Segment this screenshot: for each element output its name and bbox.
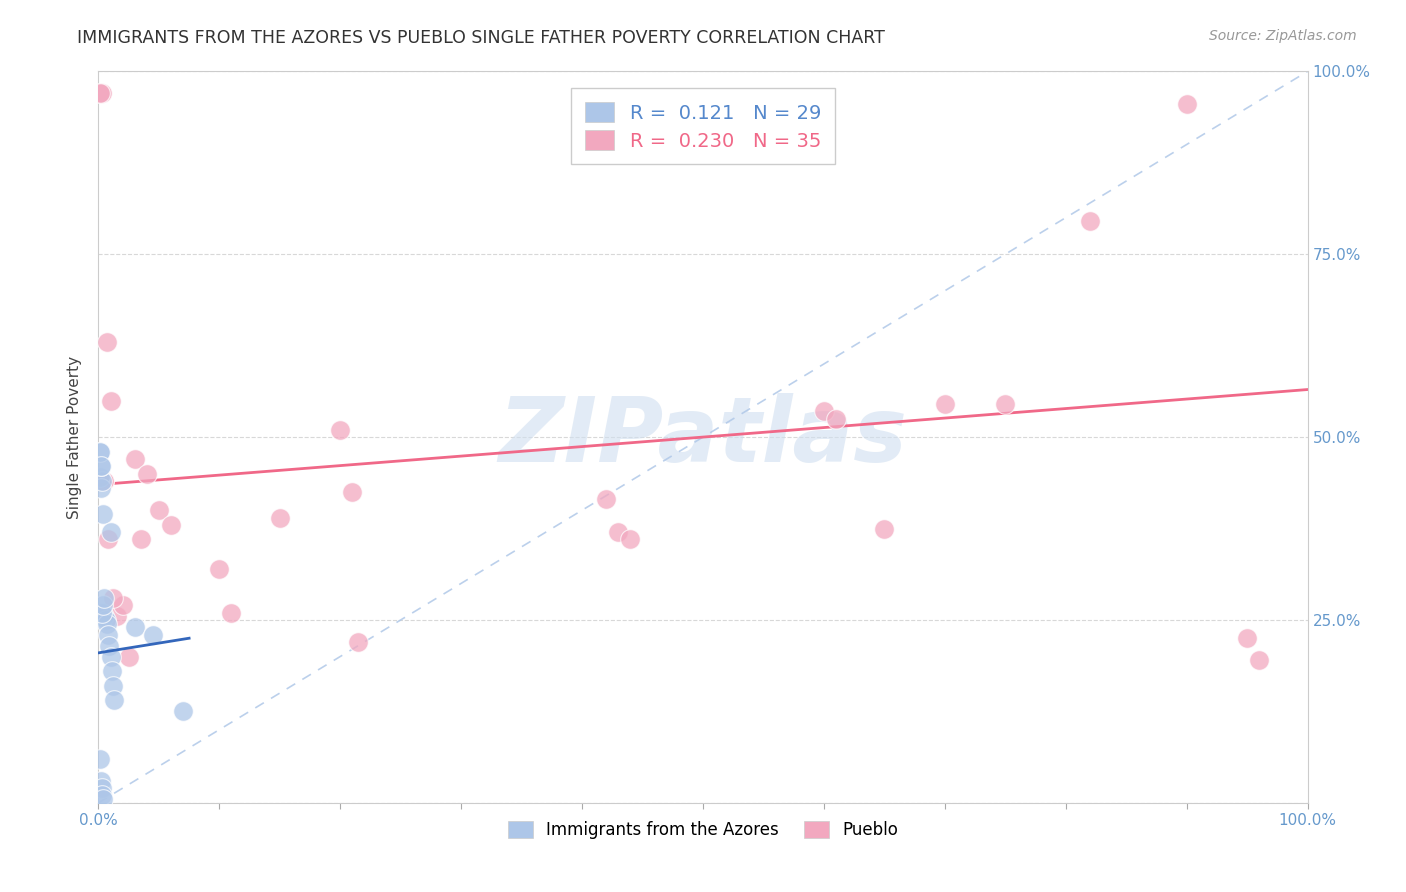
Point: [221, 606, 243, 620]
Point: [619, 533, 641, 547]
Point: [90, 773, 112, 788]
Point: [90, 459, 112, 474]
Text: IMMIGRANTS FROM THE AZORES VS PUEBLO SINGLE FATHER POVERTY CORRELATION CHART: IMMIGRANTS FROM THE AZORES VS PUEBLO SIN…: [77, 29, 886, 46]
Point: [93, 474, 115, 488]
Text: Source: ZipAtlas.com: Source: ZipAtlas.com: [1209, 29, 1357, 43]
Point: [96, 616, 118, 631]
Point: [595, 492, 617, 507]
Point: [873, 521, 896, 535]
Point: [269, 510, 291, 524]
Point: [129, 533, 152, 547]
Point: [342, 485, 364, 500]
Point: [91, 474, 114, 488]
Point: [100, 664, 122, 678]
Point: [98, 639, 121, 653]
Point: [89, 752, 111, 766]
Point: [1236, 632, 1258, 646]
Point: [118, 649, 141, 664]
Point: [91, 792, 114, 806]
Y-axis label: Single Father Poverty: Single Father Poverty: [67, 356, 83, 518]
Point: [91, 87, 114, 101]
Point: [90, 481, 112, 495]
Point: [1175, 97, 1198, 112]
Point: [934, 397, 956, 411]
Point: [97, 533, 120, 547]
Point: [347, 635, 370, 649]
Point: [96, 334, 118, 349]
Legend: Immigrants from the Azores, Pueblo: Immigrants from the Azores, Pueblo: [501, 814, 905, 846]
Point: [93, 591, 115, 605]
Point: [100, 393, 122, 408]
Point: [89, 444, 111, 458]
Point: [135, 467, 157, 481]
Point: [329, 423, 352, 437]
Point: [91, 781, 114, 796]
Point: [89, 470, 111, 484]
Point: [172, 705, 194, 719]
Point: [208, 562, 231, 576]
Point: [101, 591, 124, 605]
Point: [94, 613, 117, 627]
Point: [825, 412, 848, 426]
Point: [90, 87, 112, 101]
Point: [111, 599, 134, 613]
Point: [994, 397, 1017, 411]
Point: [160, 517, 183, 532]
Point: [607, 525, 630, 540]
Point: [142, 627, 165, 641]
Point: [124, 452, 146, 467]
Point: [91, 599, 114, 613]
Point: [93, 474, 115, 488]
Point: [89, 444, 111, 458]
Point: [91, 507, 114, 521]
Point: [813, 404, 835, 418]
Point: [124, 620, 146, 634]
Point: [97, 627, 120, 641]
Point: [1249, 653, 1271, 667]
Point: [103, 693, 125, 707]
Point: [148, 503, 170, 517]
Point: [91, 606, 114, 620]
Point: [100, 649, 122, 664]
Text: ZIPatlas: ZIPatlas: [499, 393, 907, 481]
Point: [105, 609, 128, 624]
Point: [101, 679, 124, 693]
Point: [100, 525, 122, 540]
Point: [89, 87, 111, 101]
Point: [93, 609, 115, 624]
Point: [90, 459, 112, 474]
Point: [1078, 214, 1101, 228]
Point: [91, 789, 114, 803]
